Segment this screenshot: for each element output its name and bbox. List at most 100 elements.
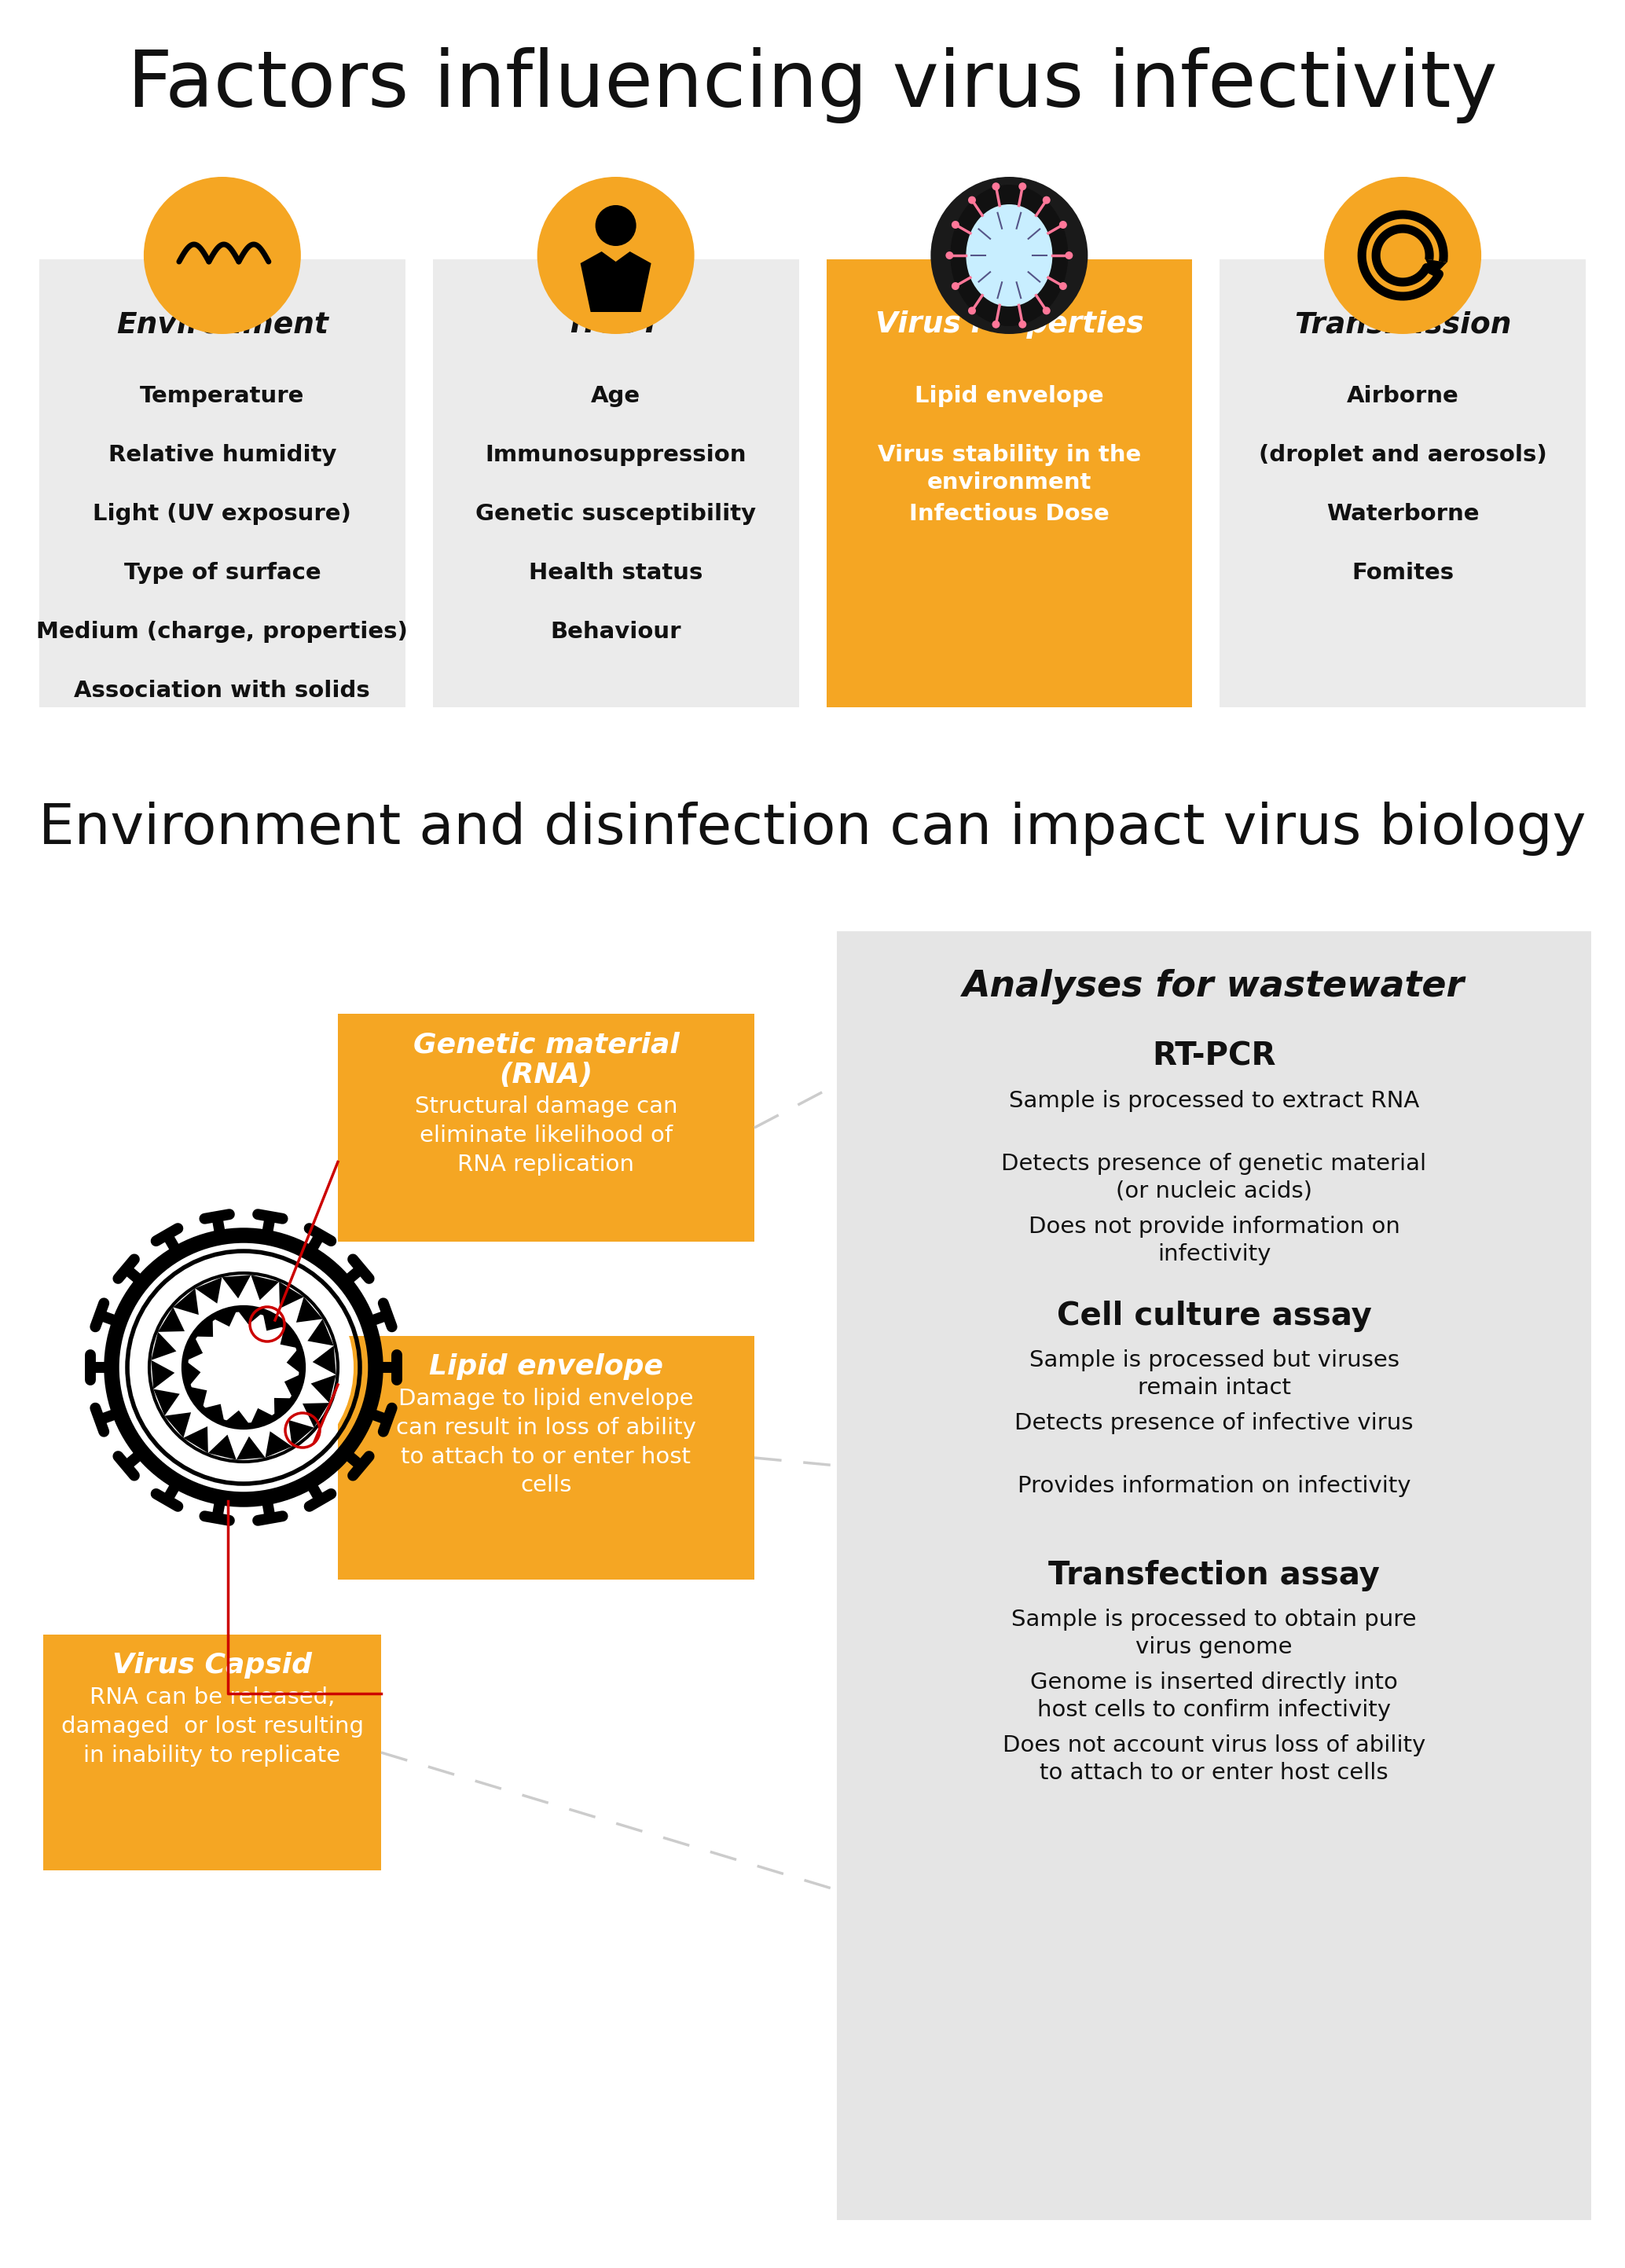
Text: Virus Properties: Virus Properties (874, 311, 1144, 338)
Polygon shape (213, 1309, 237, 1327)
Circle shape (1324, 177, 1482, 333)
Circle shape (1043, 195, 1050, 204)
Text: Lipid envelope: Lipid envelope (915, 386, 1103, 406)
Circle shape (991, 320, 999, 329)
Polygon shape (279, 1327, 299, 1347)
Text: Light (UV exposure): Light (UV exposure) (93, 503, 351, 524)
Circle shape (1043, 306, 1050, 315)
Polygon shape (195, 1318, 213, 1336)
Text: Detects presence of infective virus: Detects presence of infective virus (1014, 1413, 1414, 1433)
Polygon shape (263, 1313, 284, 1331)
Polygon shape (185, 1336, 203, 1361)
Text: Sample is processed to extract RNA: Sample is processed to extract RNA (1009, 1091, 1419, 1111)
Circle shape (1060, 281, 1068, 290)
Circle shape (143, 177, 301, 333)
Polygon shape (185, 1361, 200, 1386)
Polygon shape (237, 1309, 263, 1325)
Text: Virus Capsid: Virus Capsid (112, 1651, 312, 1678)
Polygon shape (302, 1404, 330, 1427)
Text: Provides information on infectivity: Provides information on infectivity (1017, 1474, 1410, 1497)
Circle shape (968, 195, 977, 204)
Text: Relative humidity: Relative humidity (109, 445, 336, 465)
Polygon shape (265, 1431, 292, 1458)
Text: Infectious Dose: Infectious Dose (908, 503, 1110, 524)
Circle shape (1019, 320, 1027, 329)
Circle shape (952, 220, 959, 229)
Text: Type of surface: Type of surface (124, 562, 320, 583)
FancyBboxPatch shape (1220, 259, 1586, 708)
Polygon shape (275, 1397, 292, 1418)
Polygon shape (307, 1320, 333, 1345)
Polygon shape (250, 1408, 275, 1424)
Polygon shape (580, 252, 652, 313)
Ellipse shape (951, 184, 1068, 327)
Text: Factors influencing virus infectivity: Factors influencing virus infectivity (127, 48, 1498, 122)
Circle shape (1064, 252, 1072, 259)
Text: Immunosuppression: Immunosuppression (486, 445, 746, 465)
Text: Structural damage can
eliminate likelihood of
RNA replication: Structural damage can eliminate likeliho… (414, 1095, 678, 1175)
Polygon shape (279, 1281, 304, 1309)
Polygon shape (208, 1436, 236, 1461)
Circle shape (538, 177, 694, 333)
FancyBboxPatch shape (44, 1635, 382, 1871)
Text: Sample is processed but viruses
remain intact: Sample is processed but viruses remain i… (1029, 1349, 1399, 1399)
Polygon shape (184, 1427, 208, 1454)
FancyBboxPatch shape (826, 259, 1193, 708)
Polygon shape (158, 1306, 185, 1331)
Circle shape (931, 177, 1087, 333)
Polygon shape (188, 1386, 206, 1408)
Circle shape (1019, 181, 1027, 191)
Circle shape (595, 204, 637, 245)
Text: Fomites: Fomites (1352, 562, 1454, 583)
Circle shape (176, 1300, 310, 1436)
FancyBboxPatch shape (338, 1014, 754, 1241)
Text: Detects presence of genetic material
(or nucleic acids): Detects presence of genetic material (or… (1001, 1152, 1427, 1202)
Text: Sample is processed to obtain pure
virus genome: Sample is processed to obtain pure virus… (1011, 1608, 1417, 1658)
Polygon shape (296, 1297, 323, 1322)
Text: Analyses for wastewater: Analyses for wastewater (964, 968, 1466, 1005)
Polygon shape (250, 1275, 279, 1300)
Polygon shape (286, 1347, 301, 1374)
Text: Airborne: Airborne (1347, 386, 1459, 406)
Text: (droplet and aerosols): (droplet and aerosols) (1259, 445, 1547, 465)
Text: Does not provide information on
infectivity: Does not provide information on infectiv… (1029, 1216, 1399, 1266)
Circle shape (133, 1256, 354, 1476)
Text: RT-PCR: RT-PCR (1152, 1041, 1276, 1073)
Text: HOST: HOST (570, 311, 661, 338)
Polygon shape (203, 1404, 224, 1422)
Polygon shape (224, 1411, 250, 1424)
Text: Does not account virus loss of ability
to attach to or enter host cells: Does not account virus loss of ability t… (1003, 1735, 1425, 1783)
Circle shape (991, 181, 999, 191)
Text: RNA can be released,
damaged  or lost resulting
in inability to replicate: RNA can be released, damaged or lost res… (60, 1687, 364, 1767)
Text: Environment: Environment (117, 311, 328, 338)
Polygon shape (223, 1275, 250, 1300)
Polygon shape (312, 1345, 336, 1374)
Text: Genetic material
(RNA): Genetic material (RNA) (413, 1032, 679, 1089)
Text: Transmission: Transmission (1294, 311, 1511, 338)
Text: Cell culture assay: Cell culture assay (1056, 1300, 1371, 1331)
Polygon shape (284, 1374, 301, 1399)
Polygon shape (289, 1420, 314, 1447)
Text: Medium (charge, properties): Medium (charge, properties) (36, 621, 408, 642)
Circle shape (1060, 220, 1068, 229)
Polygon shape (174, 1288, 198, 1315)
Circle shape (203, 1327, 284, 1408)
Ellipse shape (965, 204, 1053, 306)
Text: Transfection assay: Transfection assay (1048, 1560, 1380, 1592)
Circle shape (952, 281, 959, 290)
Text: Virus stability in the
environment: Virus stability in the environment (878, 445, 1141, 492)
Text: Waterborne: Waterborne (1326, 503, 1479, 524)
Text: Genetic susceptibility: Genetic susceptibility (476, 503, 756, 524)
FancyBboxPatch shape (39, 259, 405, 708)
Text: Age: Age (591, 386, 640, 406)
Polygon shape (310, 1374, 336, 1404)
Polygon shape (195, 1277, 223, 1304)
Text: Association with solids: Association with solids (75, 680, 370, 701)
Polygon shape (236, 1436, 265, 1461)
Text: Genome is inserted directly into
host cells to confirm infectivity: Genome is inserted directly into host ce… (1030, 1672, 1398, 1721)
Text: Temperature: Temperature (140, 386, 304, 406)
Polygon shape (1425, 259, 1446, 277)
FancyBboxPatch shape (432, 259, 800, 708)
Circle shape (946, 252, 954, 259)
FancyBboxPatch shape (837, 932, 1591, 2220)
